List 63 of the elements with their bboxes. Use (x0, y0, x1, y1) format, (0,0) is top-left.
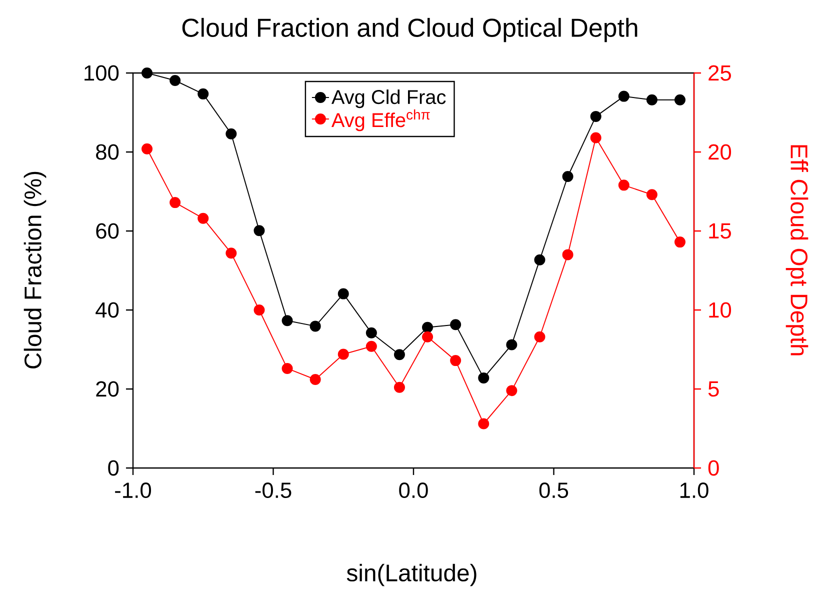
point (674, 94, 686, 106)
y2-tick-label: 25 (708, 65, 731, 81)
y2-tick-label: 0 (708, 460, 719, 476)
point (142, 67, 153, 78)
point (226, 128, 237, 140)
y2-tick-label: 15 (709, 223, 731, 239)
point (562, 170, 574, 182)
point (282, 315, 293, 326)
y-tick-label: 100 (84, 65, 119, 81)
y-tick-label: 80 (96, 144, 119, 160)
point (618, 90, 630, 102)
y-tick-label: 40 (96, 302, 119, 318)
point (254, 225, 265, 236)
point (506, 385, 518, 396)
point (282, 362, 293, 374)
point (338, 288, 349, 300)
point (310, 374, 321, 386)
point (590, 132, 602, 144)
x-axis-title: sin(Latitude) (346, 564, 476, 586)
point (226, 248, 237, 259)
point (646, 189, 658, 200)
point (366, 340, 377, 352)
point (198, 88, 209, 100)
point (450, 355, 462, 366)
point (170, 197, 181, 208)
point (310, 320, 321, 332)
y-tick-label: 20 (96, 381, 119, 397)
x-tick-label: -1.0 (115, 482, 152, 498)
point (562, 249, 574, 260)
point (338, 348, 349, 360)
point (534, 331, 546, 342)
point (478, 418, 490, 430)
point (450, 319, 462, 330)
y-tick-label: 60 (96, 223, 119, 239)
point (366, 327, 377, 338)
x-tick-label: -0.5 (255, 482, 292, 498)
legend-label: Avg Cld Frac (331, 89, 446, 108)
point (506, 339, 518, 350)
point (618, 180, 630, 191)
point (478, 372, 490, 384)
y-tick-label: 0 (108, 460, 119, 476)
y2-axis-title: Eff Cloud Opt Depth (786, 145, 808, 356)
point (198, 212, 209, 224)
point (394, 382, 405, 393)
point (422, 331, 434, 342)
point (422, 322, 434, 333)
x-tick-label: 0.0 (399, 482, 428, 498)
point (590, 110, 602, 122)
point (254, 304, 265, 316)
x-tick-label: 1.0 (680, 482, 708, 498)
y2-tick-label: 10 (709, 302, 732, 318)
chart-title: Cloud Fraction and Cloud Optical Depth (182, 18, 638, 42)
point (534, 254, 546, 266)
point (142, 143, 153, 154)
y2-tick-label: 20 (708, 144, 732, 160)
point (170, 75, 181, 86)
point (646, 94, 658, 106)
x-tick-label: 0.5 (539, 482, 568, 498)
point (674, 236, 686, 248)
legend-label: Avg Effe$^{chπ}$ (331, 109, 430, 132)
y2-tick-label: 5 (708, 381, 719, 397)
y-axis-title: Cloud Fraction (%) (24, 172, 46, 368)
point (394, 349, 405, 360)
